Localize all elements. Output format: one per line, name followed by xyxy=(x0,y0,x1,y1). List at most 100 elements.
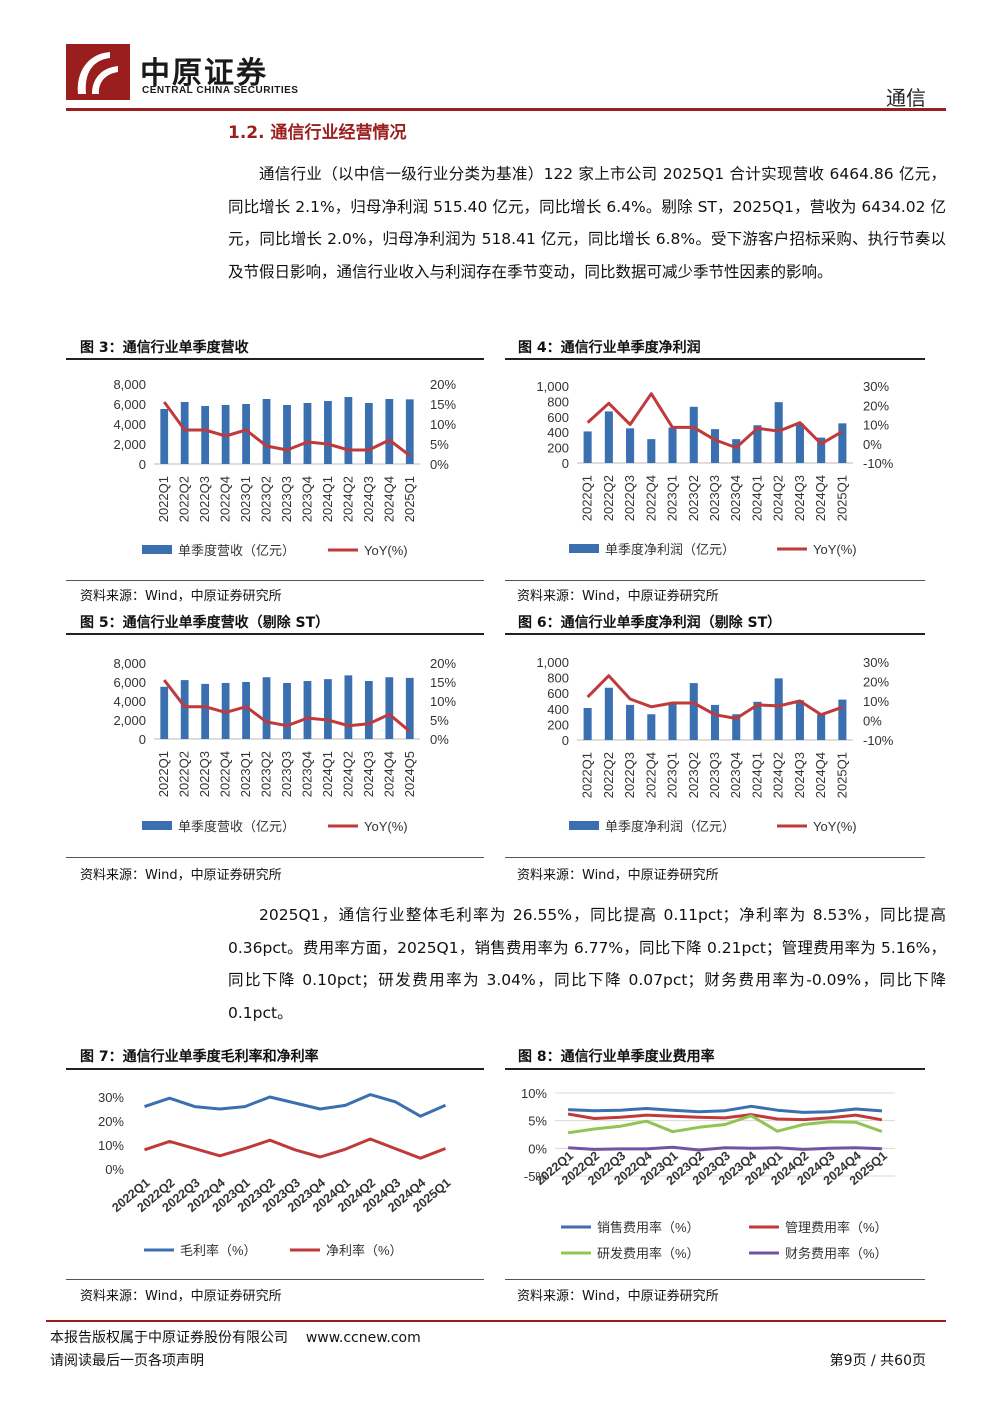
x-tick-label: 2023Q3 xyxy=(707,475,722,521)
x-tick-label: 2023Q3 xyxy=(707,752,722,798)
legend-label: 单季度净利润（亿元） xyxy=(605,819,735,834)
x-tick-label: 2024Q4 xyxy=(813,752,828,798)
x-tick-label: 2024Q2 xyxy=(771,475,786,521)
figure-top-rule xyxy=(66,1068,484,1070)
x-tick-label: 2023Q3 xyxy=(279,476,294,522)
series-line xyxy=(568,1145,882,1152)
legend-swatch-bar xyxy=(142,821,172,830)
source-rule xyxy=(66,1279,484,1280)
bar xyxy=(201,683,210,739)
chart-svg: 0 2,000 4,000 6,000 8,000 0% 5% 10% 15% 20% 2022Q1… xyxy=(113,656,456,834)
legend-label: 管理费用率（%） xyxy=(785,1220,888,1235)
x-tick-label: 2023Q4 xyxy=(728,475,743,521)
bar xyxy=(795,423,804,463)
y-tick-label: 400 xyxy=(547,702,569,717)
bar xyxy=(242,404,250,464)
x-tick-label: 2022Q4 xyxy=(218,476,233,522)
y2-tick-label: 0% xyxy=(430,732,449,747)
figure-title: 图 4：通信行业单季度净利润 xyxy=(518,340,701,356)
bar xyxy=(262,399,271,464)
figure-title: 图 8：通信行业单季度业费用率 xyxy=(518,1049,715,1065)
chart-gross-net-margin: 0% 10% 20% 30% 2022Q1 2022Q2 2022Q3 2022Q4 2023Q… xyxy=(66,1072,486,1272)
x-tick-label: 2023Q2 xyxy=(259,476,274,522)
x-tick-label: 2025Q1 xyxy=(834,475,849,521)
x-tick-label: 2024Q1 xyxy=(320,476,335,522)
y-tick-label: 600 xyxy=(547,686,569,701)
y-tick-label: 20% xyxy=(98,1114,124,1129)
series-line xyxy=(568,1104,883,1114)
y2-tick-label: 15% xyxy=(430,675,456,690)
y-tick-label: 6,000 xyxy=(113,675,146,690)
figure-title: 图 5：通信行业单季度营收（剔除 ST） xyxy=(80,615,330,631)
y-tick-label: 800 xyxy=(547,671,569,686)
series-line xyxy=(144,1137,447,1160)
source-rule xyxy=(505,580,925,581)
bar xyxy=(732,714,741,740)
y-tick-label: 4,000 xyxy=(113,694,146,709)
bar xyxy=(583,708,592,740)
y-tick-label: 200 xyxy=(547,441,569,456)
y-tick-label: 0% xyxy=(528,1141,547,1156)
bar xyxy=(242,682,250,739)
series-line xyxy=(567,1112,883,1122)
y-tick-label: 6,000 xyxy=(113,397,146,412)
y-tick-label: 5% xyxy=(528,1114,547,1129)
bar xyxy=(817,714,826,740)
x-tick-label: 2024Q2 xyxy=(340,476,355,522)
y2-tick-label: -10% xyxy=(863,456,894,471)
bar xyxy=(405,399,414,464)
legend-label: 财务费用率（%） xyxy=(785,1246,888,1261)
header-divider xyxy=(66,108,946,111)
chart-expense-ratios: -5% 0% 5% 10% 2022Q1 2022Q2 2022Q3 2022Q4 2023Q1… xyxy=(505,1072,925,1272)
x-tick-label: 2023Q1 xyxy=(238,751,253,797)
source-rule xyxy=(505,1279,925,1280)
y-tick-label: 2,000 xyxy=(113,437,146,452)
x-tick-label: 2023Q4 xyxy=(299,751,314,797)
bar xyxy=(405,677,414,739)
yoy-line xyxy=(162,401,411,457)
bar xyxy=(303,403,312,464)
x-tick-label: 2022Q4 xyxy=(218,751,233,797)
y-tick-label: 0 xyxy=(139,457,146,472)
figure-top-rule xyxy=(505,633,925,635)
legend-label: YoY(%) xyxy=(364,543,408,558)
x-tick-label: 2022Q4 xyxy=(643,752,658,798)
figure-title: 图 6：通信行业单季度净利润（剔除 ST） xyxy=(518,615,782,631)
y-tick-label: 10% xyxy=(98,1138,124,1153)
page-number: 第9页 / 共60页 xyxy=(829,1353,926,1369)
y2-tick-label: -10% xyxy=(863,733,894,748)
figure-top-rule xyxy=(66,633,484,635)
chart-svg: 0 2,000 4,000 6,000 8,000 0% 5% 10% 15% 20% 2022Q1… xyxy=(113,377,456,558)
y2-tick-label: 20% xyxy=(430,656,456,671)
source-rule xyxy=(66,857,484,858)
y-tick-label: 400 xyxy=(547,425,569,440)
paragraph-text: 通信行业（以中信一级行业分类为基准）122 家上市公司 2025Q1 合计实现营… xyxy=(228,165,946,281)
y2-tick-label: 10% xyxy=(863,694,889,709)
y-tick-label: 2,000 xyxy=(113,713,146,728)
x-tick-label: 2025Q1 xyxy=(402,476,417,522)
bar xyxy=(689,406,698,463)
bar xyxy=(668,427,677,463)
yoy-line xyxy=(163,679,411,733)
y2-tick-label: 5% xyxy=(430,713,449,728)
x-tick-label: 2023Q1 xyxy=(665,752,680,798)
bar xyxy=(626,428,635,463)
legend-label: 单季度营收（亿元） xyxy=(178,543,295,558)
brand-name-en: CENTRAL CHINA SECURITIES xyxy=(142,85,299,96)
x-tick-label: 2025Q1 xyxy=(834,752,849,798)
x-tick-label: 2023Q2 xyxy=(686,475,701,521)
y-tick-label: 0 xyxy=(139,732,146,747)
x-tick-label: 2024Q4 xyxy=(813,475,828,521)
bar xyxy=(710,704,720,740)
bar xyxy=(668,704,677,740)
y2-tick-label: 20% xyxy=(430,377,456,392)
bar xyxy=(647,439,656,463)
x-tick-label: 2024Q5 xyxy=(402,751,417,797)
paragraph-text: 2025Q1，通信行业整体毛利率为 26.55%，同比提高 0.11pct；净利… xyxy=(228,906,946,1022)
legend-label: YoY(%) xyxy=(813,819,857,834)
source-rule xyxy=(505,857,925,858)
x-tick-label: 2024Q2 xyxy=(771,752,786,798)
y2-tick-label: 15% xyxy=(430,397,456,412)
x-tick-label: 2024Q2 xyxy=(340,751,355,797)
website-link[interactable]: www.ccnew.com xyxy=(305,1330,421,1346)
